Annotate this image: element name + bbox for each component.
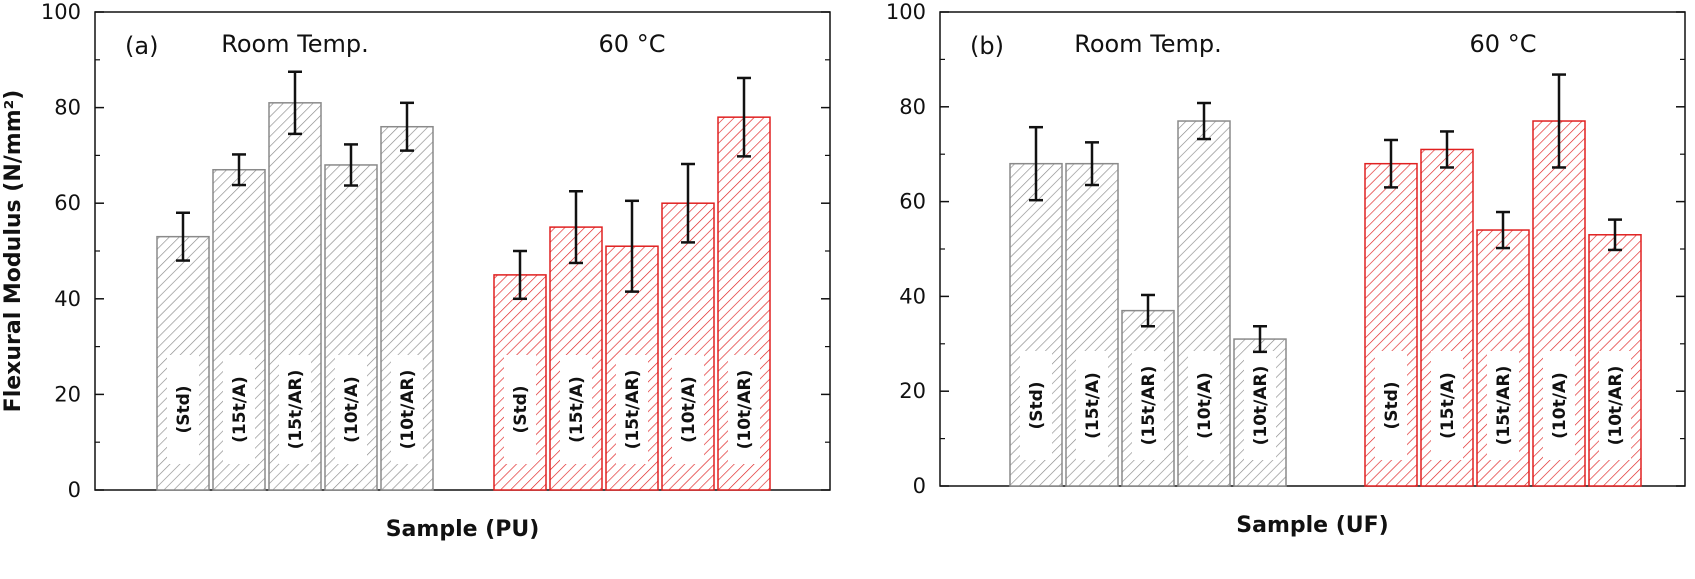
y-axis-title: Flexural Modulus (N/mm²) <box>1 90 26 413</box>
y-tick-label: 60 <box>54 191 81 215</box>
bar-category-label: (10t/A) <box>679 376 699 443</box>
bar-label-box <box>1431 351 1463 460</box>
bar-label-box <box>1132 351 1164 460</box>
bar-label-box <box>560 355 592 464</box>
group-label: 60 °C <box>1470 30 1537 58</box>
bar-category-label: (10t/AR) <box>1251 366 1271 446</box>
bar-category-label: (15t/AR) <box>1494 366 1514 446</box>
bar-label-box <box>391 355 423 464</box>
group-label: Room Temp. <box>221 30 369 58</box>
bar-label-box <box>1244 351 1276 460</box>
bar-label-box <box>279 355 311 464</box>
bar-category-label: (10t/A) <box>342 376 362 443</box>
bar-label-box <box>1020 351 1052 460</box>
y-tick-label: 80 <box>54 96 81 120</box>
bar-label-box <box>672 355 704 464</box>
x-axis-title: Sample (PU) <box>386 517 540 542</box>
panel-label: (b) <box>970 32 1004 60</box>
bar-label-box <box>1543 351 1575 460</box>
bar-label-box <box>728 355 760 464</box>
bar-category-label: (Std) <box>174 385 194 433</box>
panel-label: (a) <box>125 32 158 60</box>
group-label: 60 °C <box>599 30 666 58</box>
panel-a: 0 20 40 60 80 100 (Std) (15t/A) (15t/AR) (10t/A) (… <box>1 0 831 542</box>
bar-category-label: (10t/AR) <box>735 370 755 450</box>
y-tick-label: 20 <box>899 379 926 403</box>
x-axis-title: Sample (UF) <box>1236 513 1389 538</box>
y-tick-label: 100 <box>886 0 926 24</box>
bar-label-box <box>1375 351 1407 460</box>
bar-label-box <box>1487 351 1519 460</box>
y-tick-label: 40 <box>899 284 926 308</box>
bar-category-label: (15t/AR) <box>623 370 643 450</box>
bar-category-label: (15t/A) <box>567 376 587 443</box>
bar-label-box <box>504 355 536 464</box>
bar-label-box <box>1599 351 1631 460</box>
bar-category-label: (15t/A) <box>1083 372 1103 439</box>
panel-b: 0 20 40 60 80 100 (Std) (15t/A) (15t/AR) (10t/A) (… <box>886 0 1686 538</box>
y-tick-label: 60 <box>899 190 926 214</box>
bar <box>661 202 715 491</box>
bar-label-box <box>1188 351 1220 460</box>
bar-category-label: (10t/A) <box>1195 372 1215 439</box>
y-tick-label: 100 <box>41 0 81 24</box>
bar-category-label: (Std) <box>1382 381 1402 429</box>
bar-category-label: (Std) <box>1027 381 1047 429</box>
bar-label-box <box>223 355 255 464</box>
bar-category-label: (15t/AR) <box>286 370 306 450</box>
y-tick-label: 20 <box>54 382 81 406</box>
bar-category-label: (15t/A) <box>1438 372 1458 439</box>
y-tick-label: 0 <box>68 478 81 502</box>
y-tick-label: 0 <box>913 474 926 498</box>
bar-category-label: (10t/AR) <box>398 370 418 450</box>
bar-label-box <box>167 355 199 464</box>
bar-category-label: (15t/A) <box>230 376 250 443</box>
bar-label-box <box>335 355 367 464</box>
bar-category-label: (Std) <box>511 385 531 433</box>
y-tick-label: 40 <box>54 287 81 311</box>
bar <box>1177 120 1231 487</box>
y-tick-label: 80 <box>899 95 926 119</box>
bar-label-box <box>1076 351 1108 460</box>
bar-category-label: (15t/AR) <box>1139 366 1159 446</box>
group-label: Room Temp. <box>1074 30 1222 58</box>
bar-label-box <box>616 355 648 464</box>
bar-category-label: (10t/AR) <box>1606 366 1626 446</box>
bar-category-label: (10t/A) <box>1550 372 1570 439</box>
